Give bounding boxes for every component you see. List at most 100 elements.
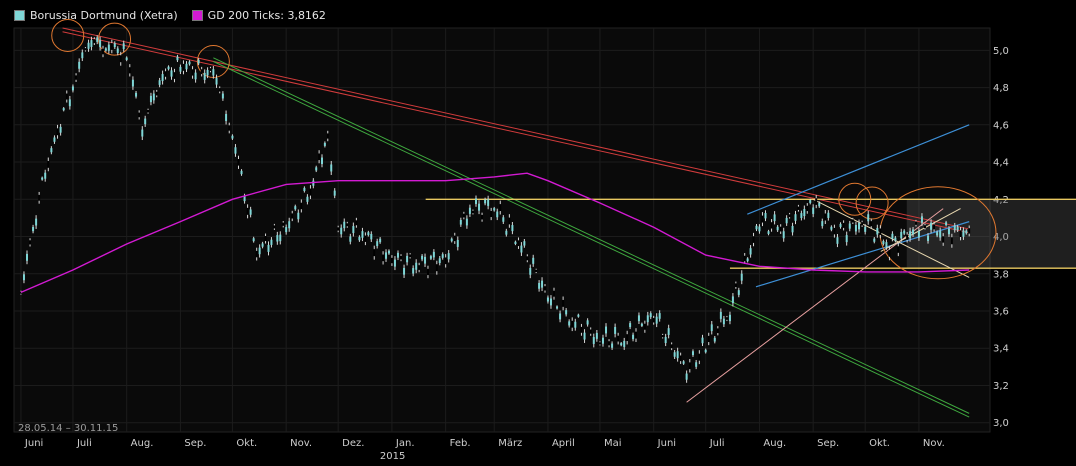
price-candle-body [505,230,508,235]
price-candle-body [574,321,577,328]
price-candle-body [722,318,725,325]
price-candle-body [923,225,926,229]
price-candle-body [867,214,870,222]
price-candle-body [240,170,243,175]
price-candle-body [141,129,144,137]
price-candle-body [655,316,658,324]
price-candle-body [520,245,523,253]
price-candle-body [432,251,435,258]
price-candle-body [264,236,267,242]
price-candle-body [707,335,710,343]
price-candle-body [379,238,382,243]
price-candle-body [764,212,767,219]
highlight-circle [98,22,132,56]
price-candle-body [38,194,41,201]
price-candle-body [499,204,502,212]
price-candle-body [632,334,635,340]
price-candle-body [81,52,84,59]
price-candle-body [270,239,273,245]
x-tick-label: Dez. [342,438,364,449]
price-candle-body [640,323,643,326]
price-candle-body [99,40,102,48]
price-candle-body [752,236,755,243]
price-candle-body [529,267,532,275]
price-candle-body [465,218,468,226]
price-candle-body [559,313,562,320]
price-candle-body [945,222,948,226]
price-candle-body [424,256,427,264]
price-candle-body [234,147,237,154]
y-tick-label: 3,2 [993,381,1009,392]
price-candle-body [474,198,477,204]
price-candle-body [598,342,601,345]
price-candle-body [349,236,352,242]
y-tick-label: 4,0 [993,232,1009,243]
price-candle-body [228,125,231,131]
x-tick-label: Mai [604,438,622,449]
price-candle-body [393,259,396,267]
price-candle-body [541,280,544,288]
price-candle-body [912,229,915,235]
legend-item-gd200[interactable]: GD 200 Ticks: 3,8162 [191,9,326,22]
price-candle-body [164,71,167,77]
price-candle-body [580,326,583,333]
price-candle-body [812,207,815,214]
price-candle-body [885,242,888,248]
legend-label-gd200: GD 200 Ticks: 3,8162 [207,9,326,22]
legend-swatch-price [14,10,25,21]
price-candle-body [135,92,138,97]
price-candle-body [113,43,116,48]
price-candle-body [511,225,514,232]
price-candle-body [821,221,824,227]
legend-item-price[interactable]: Borussia Dortmund (Xetra) [14,9,178,22]
legend-swatch-gd200 [191,10,203,21]
price-candle-body [791,225,794,233]
price-candle-body [409,254,412,258]
price-candle-body [56,128,59,136]
price-candle-body [785,217,788,224]
price-candle-body [484,199,487,204]
price-candle-body [333,190,336,196]
price-candle-body [848,223,851,229]
price-candle-body [779,226,782,232]
price-candle-body [882,241,885,245]
x-axis: Juni Juli Aug. Sep. Okt. Nov. Dez. Jan. Feb. März… [24,438,945,462]
price-candle-body [870,221,873,227]
price-candle-body [965,230,968,234]
price-candle-body [731,296,734,304]
price-candle-body [119,55,122,63]
price-candle-body [285,227,288,233]
price-candle-body [355,220,358,226]
price-candle-body [749,248,752,255]
price-candle-body [182,63,185,71]
price-candle-body [611,343,614,348]
price-candle-body [968,228,971,234]
price-candle-body [532,257,535,264]
price-candle-body [661,334,664,338]
price-candle-body [450,238,453,242]
price-candle-body [188,61,191,65]
price-candle-body [418,265,421,270]
price-candle-body [514,241,517,245]
x-tick-label: März [498,438,522,449]
price-candle-body [444,257,447,265]
price-candle-body [221,93,224,99]
price-candle-body [691,351,694,356]
price-candle-body [794,214,797,221]
x-tick-label: Aug. [131,438,154,449]
price-candle-body [276,235,279,242]
price-candle-body [903,230,906,234]
price-candle-body [303,187,306,191]
price-candle-body [261,243,264,247]
legend: Borussia Dortmund (Xetra) GD 200 Ticks: … [14,9,326,22]
price-candle-body [340,227,343,235]
price-candle-body [767,231,770,234]
y-tick-label: 4,4 [993,158,1009,169]
price-candle-body [53,137,56,142]
price-candle-body [47,160,50,168]
price-candle-body [900,231,903,239]
price-candle-body [758,226,761,232]
x-tick-label: Jan. [395,438,415,449]
price-candle-body [237,159,240,166]
price-candle-body [836,237,839,244]
